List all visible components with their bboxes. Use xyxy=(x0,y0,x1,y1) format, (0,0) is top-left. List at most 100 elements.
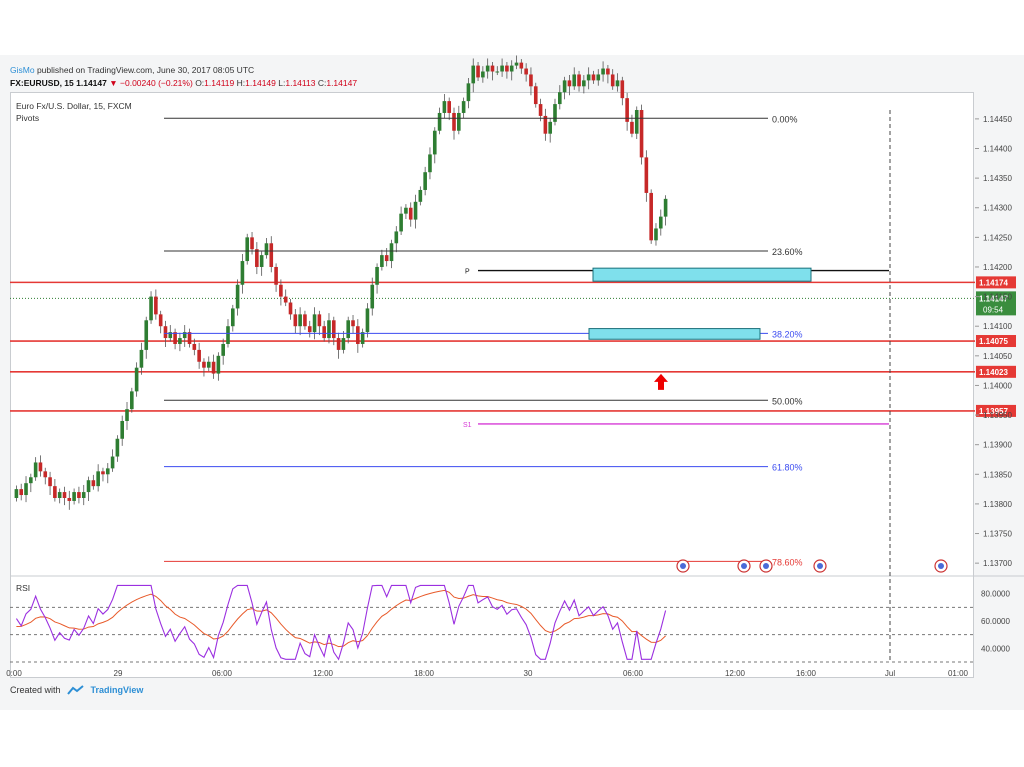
candle xyxy=(62,486,67,506)
candle xyxy=(303,310,307,330)
candle xyxy=(654,223,658,246)
candle xyxy=(259,251,264,276)
candle-body xyxy=(115,438,120,457)
candle-body xyxy=(413,201,418,220)
candle xyxy=(634,106,639,140)
candle-body xyxy=(283,296,288,303)
candle xyxy=(53,479,57,502)
y-tick-label: 1.13900 xyxy=(983,441,1012,450)
candle-body xyxy=(331,320,336,339)
author-link[interactable]: GisMo xyxy=(10,65,35,75)
tradingview-brand[interactable]: TradingView xyxy=(90,685,144,695)
candle xyxy=(67,490,72,510)
candle-body xyxy=(418,189,423,202)
candle-body xyxy=(442,101,447,113)
y-tick-label: 1.14350 xyxy=(983,174,1012,183)
event-marker-dot xyxy=(938,563,944,569)
rsi-label: RSI xyxy=(16,583,31,593)
candle-body xyxy=(288,302,293,315)
candle xyxy=(211,354,216,379)
candle-body xyxy=(466,83,471,102)
candle xyxy=(389,239,394,269)
candle xyxy=(495,66,500,76)
candle-body xyxy=(86,480,91,493)
candle-body xyxy=(341,338,346,350)
event-marker-dot xyxy=(817,563,823,569)
candle xyxy=(81,484,86,506)
rsi-tick-label: 60.0000 xyxy=(981,617,1010,626)
candle-body xyxy=(562,80,567,93)
candle-body xyxy=(370,284,375,309)
candle-body xyxy=(452,112,456,131)
candle xyxy=(375,263,379,294)
chart-area[interactable] xyxy=(10,92,974,678)
candle-body xyxy=(548,121,552,134)
candle-body xyxy=(500,65,504,72)
candle-body xyxy=(14,489,19,498)
candle xyxy=(466,78,471,109)
instrument-label: Euro Fx/U.S. Dollar, 15, FXCM xyxy=(16,101,132,111)
candle xyxy=(341,330,346,354)
candle xyxy=(255,242,259,275)
candle xyxy=(620,76,625,106)
candle-body xyxy=(19,489,24,496)
candle-body xyxy=(130,391,134,410)
candle-body xyxy=(57,492,62,498)
candle xyxy=(370,277,375,316)
candle xyxy=(91,474,96,490)
candle xyxy=(481,66,485,83)
calendar-event-icon xyxy=(759,559,773,573)
candle-body xyxy=(601,68,605,75)
rsi-tick-label: 40.0000 xyxy=(981,644,1010,653)
x-tick-label: 06:00 xyxy=(623,669,644,678)
candle-body xyxy=(408,207,413,220)
candle xyxy=(610,69,615,90)
candle-body xyxy=(43,471,48,478)
candle-body xyxy=(567,80,572,87)
candle-body xyxy=(139,349,144,368)
candle xyxy=(327,313,331,344)
candle-body xyxy=(514,62,519,66)
candle-body xyxy=(375,266,379,285)
price-level-label: 1.14075 xyxy=(979,337,1008,346)
candle xyxy=(216,352,221,381)
candle-body xyxy=(293,314,298,327)
candle xyxy=(307,320,312,338)
candle xyxy=(582,75,586,94)
candle xyxy=(442,94,447,119)
candle-body xyxy=(495,71,500,73)
candle xyxy=(591,70,596,84)
candle xyxy=(644,150,649,202)
candle-body xyxy=(96,471,100,487)
candle xyxy=(457,105,461,135)
candle-body xyxy=(394,231,399,244)
candle-body xyxy=(173,332,177,344)
candle xyxy=(485,58,490,79)
supply-zone xyxy=(592,267,812,282)
close-value: 1.14147 xyxy=(326,78,358,88)
candle xyxy=(154,289,158,320)
rsi-ma-line xyxy=(16,589,666,648)
candle xyxy=(399,206,403,235)
candle-body xyxy=(346,320,351,339)
candle-body xyxy=(356,326,360,344)
candle-body xyxy=(490,65,495,72)
candle-body xyxy=(240,261,245,285)
price-level-label: 1.13957 xyxy=(979,407,1008,416)
candle xyxy=(130,387,134,413)
candle xyxy=(57,488,62,504)
candle-body xyxy=(572,74,577,87)
candle-body xyxy=(202,361,206,368)
open-label: O: xyxy=(195,78,205,88)
candle-body xyxy=(649,192,653,241)
publish-info: published on TradingView.com, June 30, 2… xyxy=(36,65,255,75)
open-value: 1.14119 xyxy=(204,78,235,88)
calendar-event-icon xyxy=(934,559,948,573)
low-label: L: xyxy=(278,78,286,88)
candle xyxy=(178,332,182,352)
candle xyxy=(206,356,211,372)
fib-label: 38.20% xyxy=(772,329,803,339)
price-level-tag xyxy=(976,404,1016,417)
event-marker-dot xyxy=(741,563,747,569)
